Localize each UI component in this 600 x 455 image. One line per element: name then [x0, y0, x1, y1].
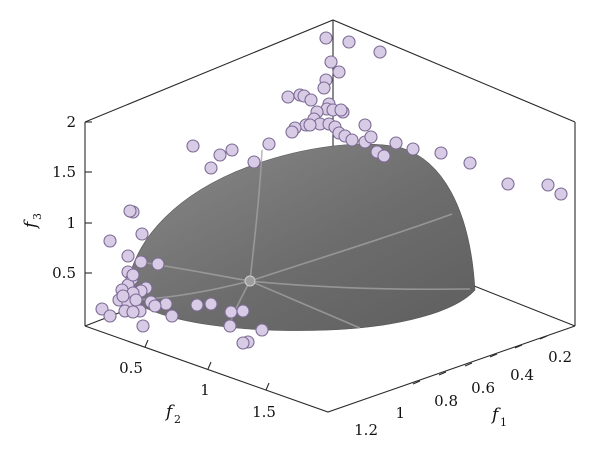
svg-text:f: f: [490, 405, 501, 425]
data-point: [358, 118, 372, 132]
scatter-points: [95, 31, 568, 350]
data-point: [159, 297, 173, 311]
z-tick-label: 0.5: [52, 264, 76, 282]
data-point: [135, 227, 149, 241]
data-point: [148, 299, 162, 313]
data-point: [262, 137, 276, 151]
svg-text:f: f: [164, 402, 175, 422]
svg-text:1: 1: [500, 416, 507, 429]
y-axis: 0.5 1 1.5 f 2: [119, 339, 276, 426]
data-point: [501, 177, 515, 191]
data-point: [151, 257, 165, 271]
x-axis: 0.2 0.4 0.6 0.8 1 1.2 f 1: [354, 335, 572, 439]
data-point: [377, 149, 391, 163]
data-point: [136, 319, 150, 333]
data-point: [364, 130, 378, 144]
y-tick-label: 1.5: [252, 403, 276, 421]
data-point: [123, 204, 137, 218]
data-point: [247, 155, 261, 169]
data-point: [373, 45, 387, 59]
data-point: [236, 336, 250, 350]
y-tick-label: 1: [200, 381, 210, 399]
data-point: [281, 90, 295, 104]
data-point: [186, 139, 200, 153]
data-point: [129, 293, 143, 307]
data-point: [225, 143, 239, 157]
data-point: [236, 304, 250, 318]
x-tick-label: 1: [395, 404, 405, 422]
data-point: [554, 187, 568, 201]
data-point: [103, 309, 117, 323]
y-tick-label: 0.5: [119, 359, 143, 377]
data-point: [204, 161, 218, 175]
data-point: [319, 31, 333, 45]
svg-text:2: 2: [174, 413, 181, 426]
data-point: [334, 103, 348, 117]
data-point: [304, 93, 318, 107]
data-point: [434, 146, 448, 160]
z-tick-label: 1: [66, 214, 76, 232]
x-tick-label: 0.6: [471, 379, 495, 397]
data-point: [332, 65, 346, 79]
surface-center-marker: [244, 275, 256, 287]
data-point: [389, 136, 403, 150]
data-point: [255, 323, 269, 337]
data-point: [103, 234, 117, 248]
data-point: [345, 133, 359, 147]
data-point: [204, 297, 218, 311]
data-point: [126, 268, 140, 282]
x-tick-label: 0.2: [548, 348, 572, 366]
z-tick-label: 1.5: [52, 163, 76, 181]
x-axis-title: f 1: [490, 405, 507, 429]
data-point: [285, 125, 299, 139]
surface-shape: [125, 143, 476, 331]
data-point: [303, 118, 317, 132]
data-point: [324, 55, 338, 69]
x-tick-label: 0.8: [434, 392, 458, 410]
data-point: [463, 156, 477, 170]
data-point: [342, 35, 356, 49]
data-point: [165, 309, 179, 323]
data-point: [213, 148, 227, 162]
x-tick-label: 0.4: [510, 366, 534, 384]
data-point: [134, 255, 148, 269]
data-point: [224, 305, 238, 319]
pareto-surface: [125, 143, 476, 331]
z-tick-label: 2: [66, 113, 76, 131]
x-tick-label: 1.2: [354, 421, 378, 439]
y-axis-title: f 2: [164, 402, 181, 426]
data-point: [406, 142, 420, 156]
data-point: [317, 81, 331, 95]
svg-text:f: f: [21, 219, 41, 230]
data-point: [116, 289, 130, 303]
z-axis-title: f 3: [21, 213, 44, 230]
data-point: [121, 249, 135, 263]
data-point: [190, 298, 204, 312]
data-point: [223, 319, 237, 333]
svg-text:3: 3: [31, 213, 44, 220]
data-point: [126, 305, 140, 319]
data-point: [541, 178, 555, 192]
z-axis: 2 1.5 1 0.5 f 3: [21, 113, 92, 282]
